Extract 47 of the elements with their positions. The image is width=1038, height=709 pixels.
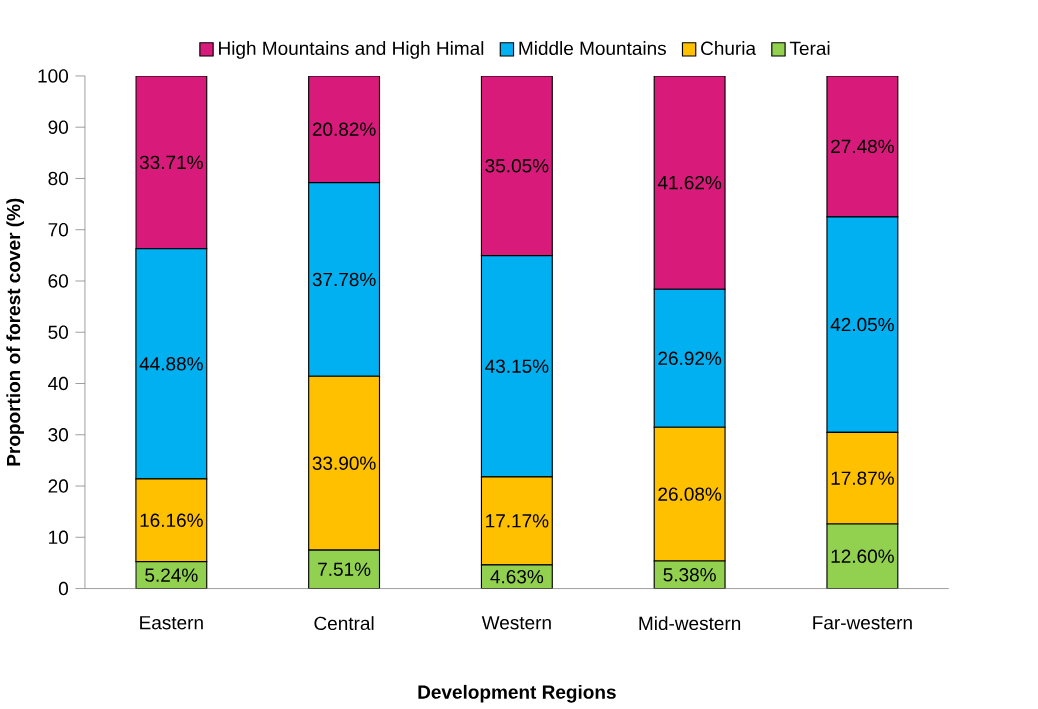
bar xyxy=(653,75,726,290)
y-tick-label: 20 xyxy=(48,479,68,493)
data-label: 16.16% xyxy=(140,513,203,527)
legend-label: Middle Mountains xyxy=(519,41,666,56)
y-tick-label: 90 xyxy=(48,120,68,134)
legend-label: Terai xyxy=(789,41,830,56)
x-tick-label: Western xyxy=(481,616,551,630)
data-label: 43.15% xyxy=(485,359,549,373)
data-label: 5.24% xyxy=(145,568,198,582)
bar xyxy=(480,75,553,257)
data-label: 35.05% xyxy=(485,159,549,173)
bar xyxy=(135,75,208,250)
y-tick-label: 80 xyxy=(48,171,68,186)
x-tick-label: Central xyxy=(314,616,374,631)
legend-label: Churia xyxy=(701,41,757,56)
y-tick-label: 40 xyxy=(48,376,68,391)
y-tick-label: 0 xyxy=(58,581,69,596)
data-label: 37.78% xyxy=(312,272,376,287)
y-tick-label: 30 xyxy=(48,428,68,442)
bar xyxy=(826,75,899,218)
data-label: 27.48% xyxy=(831,139,894,154)
legend-label: High Mountains and High Himal xyxy=(219,41,484,59)
data-label: 17.17% xyxy=(486,514,549,528)
x-axis-title: Development Regions xyxy=(418,684,616,703)
y-tick-label: 70 xyxy=(48,223,68,237)
data-label: 41.62% xyxy=(657,175,722,190)
data-label: 4.63% xyxy=(490,569,544,584)
y-axis-title: Proportion of forest cover (%) xyxy=(6,198,25,466)
data-label: 26.92% xyxy=(658,351,722,365)
y-tick-label: 100 xyxy=(38,69,68,83)
x-tick-label: Eastern xyxy=(140,616,203,630)
x-tick-label: Mid-western xyxy=(639,616,741,631)
y-tick-label: 60 xyxy=(48,274,68,288)
data-label: 26.08% xyxy=(658,487,722,501)
data-label: 33.71% xyxy=(139,155,203,170)
data-label: 7.51% xyxy=(318,562,371,576)
data-label: 12.60% xyxy=(831,549,894,563)
data-label: 33.90% xyxy=(312,456,376,470)
data-label: 44.88% xyxy=(139,357,203,371)
data-label: 20.82% xyxy=(312,122,376,136)
y-tick-label: 50 xyxy=(48,325,68,339)
y-tick-label: 10 xyxy=(49,530,68,545)
data-label: 5.38% xyxy=(663,568,716,582)
data-label: 42.05% xyxy=(830,317,894,332)
data-label: 17.87% xyxy=(831,471,894,485)
bar xyxy=(308,75,381,184)
x-tick-label: Far-western xyxy=(813,616,912,630)
